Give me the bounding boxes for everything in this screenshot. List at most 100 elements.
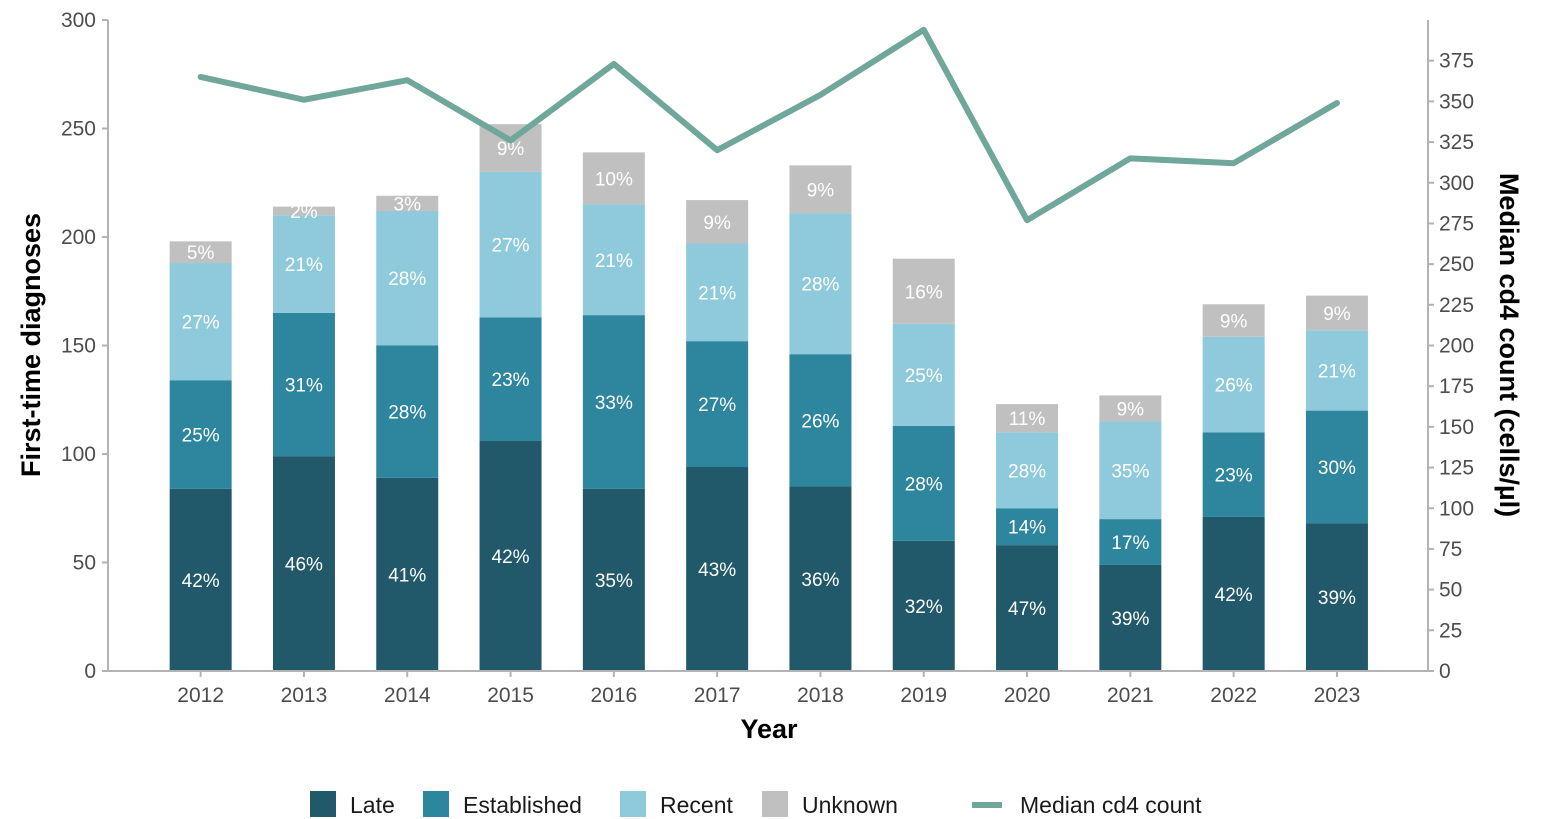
legend-label-recent: Recent [660, 792, 733, 818]
bar-label-late-2020: 47% [1008, 599, 1046, 620]
axes-layer: 0 50 100 150 200 250 300 0 25 50 75 100 125 150 175 200… [61, 9, 1474, 707]
x-tick-label: 2012 [177, 684, 224, 707]
bar-label-established-2020: 14% [1008, 518, 1046, 539]
y2-tick-label: 375 [1439, 50, 1474, 73]
bar-late-2019 [892, 540, 955, 671]
bar-recent-2018 [789, 213, 852, 355]
y2-tick-label: 300 [1439, 172, 1474, 195]
bar-label-recent-2017: 21% [698, 283, 736, 304]
bar-label-established-2017: 27% [698, 395, 736, 416]
x-tick-label: 2019 [900, 684, 947, 707]
x-axis-title: Year [740, 714, 798, 744]
bar-label-late-2021: 39% [1111, 609, 1149, 630]
y-tick-label: 300 [61, 9, 96, 32]
x-tick-label: 2015 [487, 684, 534, 707]
bar-label-established-2023: 30% [1318, 458, 1356, 479]
legend: Late Established Recent Unknown Median cd4 c… [310, 791, 1202, 818]
y-tick-label: 100 [61, 443, 96, 466]
bar-recent-2014 [376, 210, 439, 346]
bar-unknown-2022 [1202, 304, 1265, 337]
x-tick-label: 2017 [694, 684, 741, 707]
bar-late-2017 [686, 467, 749, 671]
bar-late-2021 [1099, 564, 1162, 671]
bar-late-2018 [789, 486, 852, 671]
bar-established-2018 [789, 354, 852, 487]
y2-tick-label: 25 [1439, 619, 1462, 642]
x-tick-label: 2020 [1004, 684, 1051, 707]
bar-label-recent-2015: 27% [492, 236, 530, 257]
bar-established-2023 [1305, 410, 1368, 524]
bar-recent-2012 [169, 263, 232, 381]
bar-label-late-2015: 42% [492, 547, 530, 568]
bars-layer [169, 124, 1368, 671]
bar-labels-layer: 42% 25% 27% 5% 46% 31% 21% 2% 41% 28% 28% 3% 42% 23% 2… [182, 139, 1356, 630]
bar-label-established-2014: 28% [388, 403, 426, 424]
bar-label-established-2018: 26% [801, 411, 839, 432]
bar-label-established-2012: 25% [182, 425, 220, 446]
x-tick-label: 2014 [384, 684, 431, 707]
bar-recent-2013 [272, 215, 335, 313]
bar-recent-2015 [479, 171, 542, 318]
legend-swatch-unknown [762, 791, 788, 817]
bar-established-2015 [479, 317, 542, 441]
bar-unknown-2016 [582, 152, 645, 205]
y2-tick-label: 150 [1439, 416, 1474, 439]
y2-tick-label: 200 [1439, 335, 1474, 358]
bar-established-2021 [1099, 519, 1162, 565]
bar-established-2013 [272, 312, 335, 457]
y2-tick-label: 250 [1439, 253, 1474, 276]
bar-label-unknown-2018: 9% [807, 180, 835, 201]
bar-recent-2021 [1099, 421, 1162, 520]
bar-label-recent-2012: 27% [182, 313, 220, 334]
y-tick-label: 250 [61, 118, 96, 141]
bar-label-established-2019: 28% [905, 474, 943, 495]
bar-label-unknown-2019: 16% [905, 282, 943, 303]
bar-label-recent-2021: 35% [1111, 461, 1149, 482]
bar-recent-2023 [1305, 330, 1368, 411]
bar-label-late-2018: 36% [801, 570, 839, 591]
bar-established-2016 [582, 315, 645, 489]
x-tick-label: 2013 [281, 684, 328, 707]
bar-label-established-2022: 23% [1215, 466, 1253, 487]
bar-late-2015 [479, 440, 542, 671]
y2-tick-label: 350 [1439, 90, 1474, 113]
x-tick-label: 2022 [1210, 684, 1257, 707]
y-tick-label: 0 [84, 660, 96, 683]
bar-established-2019 [892, 425, 955, 541]
bar-unknown-2015 [479, 124, 542, 172]
bar-label-late-2012: 42% [182, 571, 220, 592]
bar-label-late-2022: 42% [1215, 585, 1253, 606]
bar-label-recent-2016: 21% [595, 251, 633, 272]
bar-recent-2017 [686, 243, 749, 342]
bar-label-recent-2014: 28% [388, 269, 426, 290]
x-tick-label: 2023 [1314, 684, 1361, 707]
y2-tick-label: 100 [1439, 497, 1474, 520]
x-tick-label: 2016 [590, 684, 637, 707]
legend-swatch-recent [620, 791, 646, 817]
x-tick-label: 2021 [1107, 684, 1154, 707]
legend-label-unknown: Unknown [802, 792, 898, 818]
bar-label-recent-2023: 21% [1318, 361, 1356, 382]
bar-late-2013 [272, 456, 335, 671]
y-tick-label: 50 [73, 552, 96, 575]
y2-tick-label: 125 [1439, 457, 1474, 480]
y2-tick-label: 275 [1439, 212, 1474, 235]
bar-unknown-2021 [1099, 395, 1162, 422]
bar-late-2022 [1202, 516, 1265, 671]
bar-label-unknown-2014: 3% [394, 194, 422, 215]
bar-unknown-2020 [996, 404, 1059, 433]
bar-label-late-2014: 41% [388, 565, 426, 586]
legend-swatch-late [310, 791, 336, 817]
bar-established-2012 [169, 380, 232, 489]
y-axis-title: First-time diagnoses [16, 213, 46, 477]
bar-label-unknown-2023: 9% [1323, 304, 1351, 325]
y-tick-label: 200 [61, 226, 96, 249]
median-cd4-line [197, 26, 1340, 224]
y2-tick-label: 225 [1439, 294, 1474, 317]
y2-tick-label: 0 [1439, 660, 1451, 683]
bar-late-2023 [1305, 523, 1368, 671]
bar-unknown-2018 [789, 165, 852, 214]
bar-label-late-2023: 39% [1318, 588, 1356, 609]
bar-label-unknown-2012: 5% [187, 243, 215, 264]
